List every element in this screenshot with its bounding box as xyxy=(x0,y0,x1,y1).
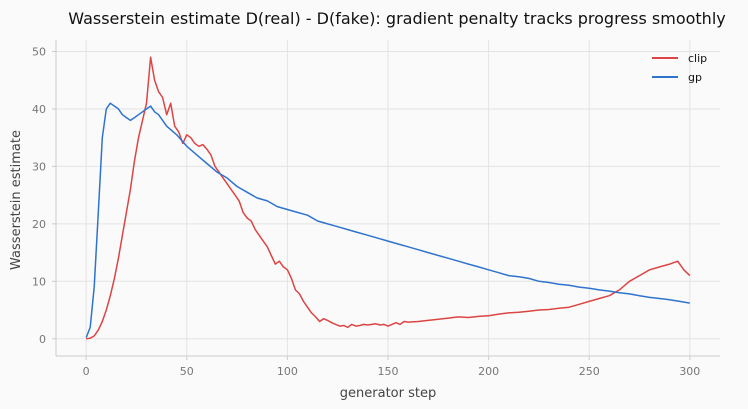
series-lines xyxy=(85,56,691,340)
x-tick-label: 250 xyxy=(579,365,600,378)
legend-label-gp: gp xyxy=(688,71,702,84)
y-tick-label: 10 xyxy=(32,275,46,288)
x-tick-label: 200 xyxy=(478,365,499,378)
series-line-gp xyxy=(85,102,690,338)
x-axis: 0 50 100 150 200 250 300 xyxy=(83,356,700,378)
y-tick-label: 40 xyxy=(32,103,46,116)
x-tick-label: 300 xyxy=(679,365,700,378)
y-axis-label: Wasserstein estimate xyxy=(9,130,24,270)
x-tick-label: 50 xyxy=(180,365,194,378)
y-tick-label: 0 xyxy=(39,333,46,346)
grid xyxy=(56,40,720,356)
x-tick-label: 100 xyxy=(277,365,298,378)
chart-title: Wasserstein estimate D(real) - D(fake): … xyxy=(68,9,725,28)
y-tick-label: 50 xyxy=(32,45,46,58)
x-axis-label: generator step xyxy=(340,386,436,401)
legend-label-clip: clip xyxy=(688,52,707,65)
series-line-clip xyxy=(86,56,691,340)
y-tick-label: 20 xyxy=(32,218,46,231)
legend: clip gp xyxy=(652,52,707,84)
x-tick-label: 0 xyxy=(83,365,90,378)
y-axis: 0 10 20 30 40 50 xyxy=(32,45,56,346)
x-tick-label: 150 xyxy=(378,365,399,378)
y-tick-label: 30 xyxy=(32,160,46,173)
